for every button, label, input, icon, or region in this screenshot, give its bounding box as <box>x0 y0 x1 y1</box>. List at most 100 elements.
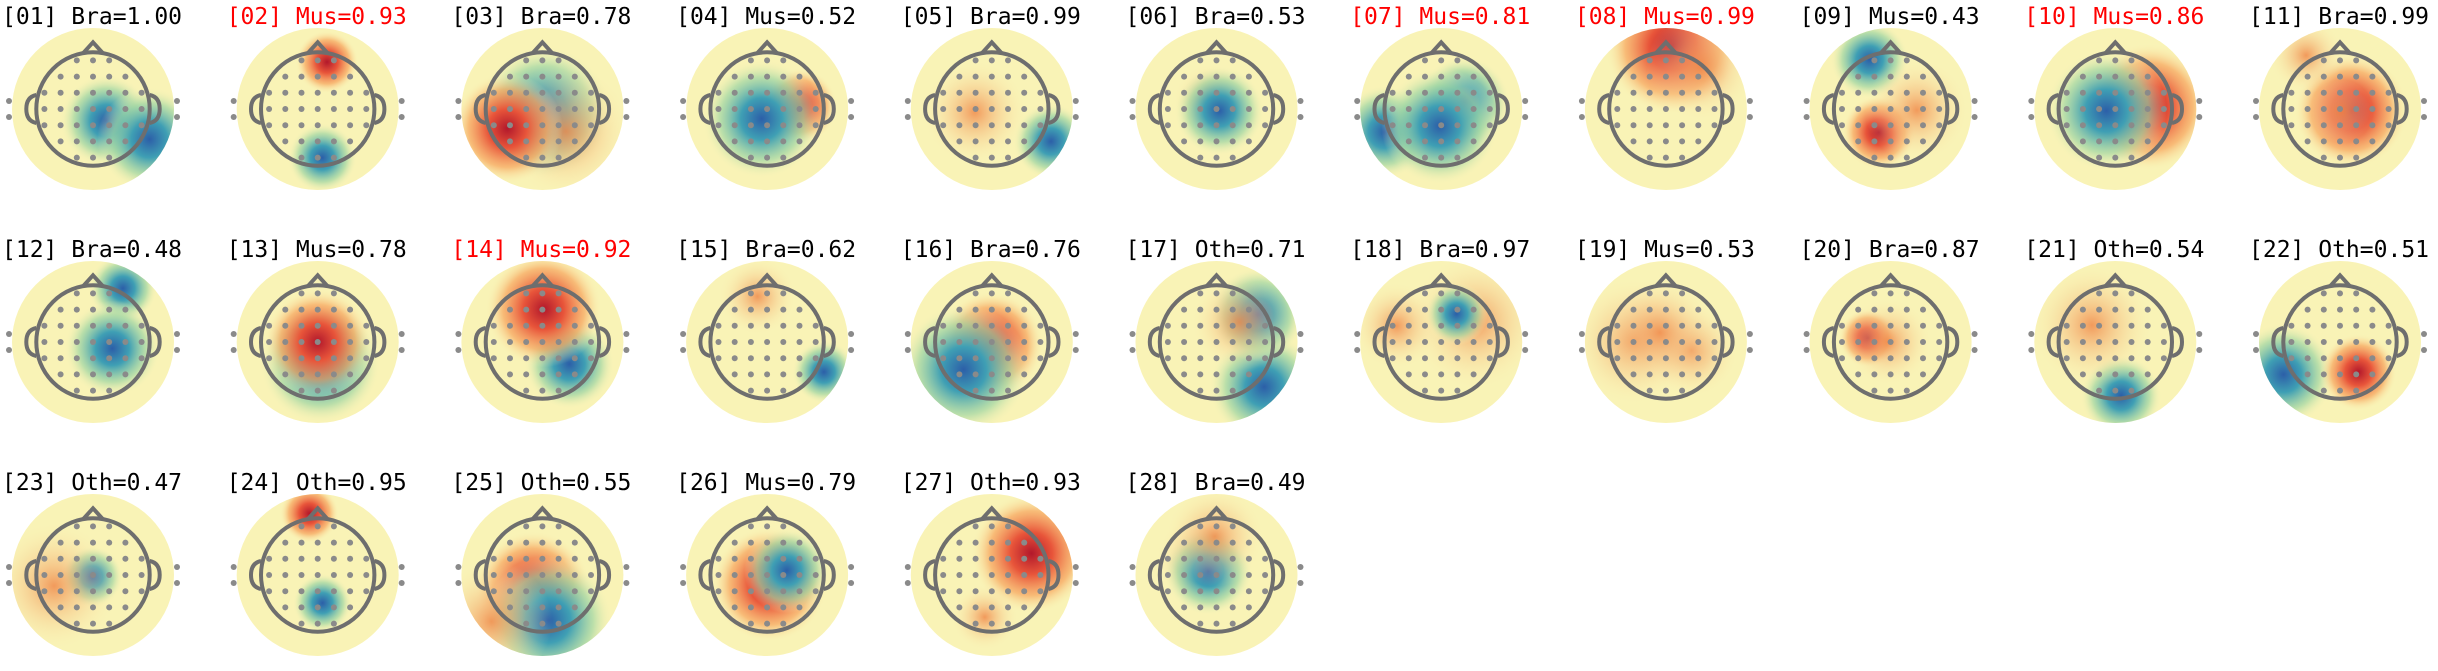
electrode <box>6 114 12 120</box>
electrode <box>1871 138 1878 145</box>
ear <box>373 326 387 358</box>
electrode <box>972 555 979 562</box>
electrode <box>764 588 771 595</box>
electrode <box>2304 89 2311 96</box>
electrode <box>2288 106 2295 112</box>
nose <box>1205 272 1228 288</box>
electrode <box>1021 339 1028 345</box>
electrode <box>122 339 129 345</box>
electrode <box>1839 106 1845 112</box>
electrode <box>2288 89 2295 96</box>
ear <box>1497 326 1510 358</box>
electrode <box>2337 306 2343 313</box>
electrode <box>1454 106 1461 112</box>
electrode <box>314 572 321 578</box>
electrode <box>972 322 979 329</box>
electrode <box>330 138 337 145</box>
electrode <box>940 89 947 96</box>
electrode <box>2253 114 2259 120</box>
electrode <box>1855 122 1862 129</box>
electrode <box>1297 580 1304 586</box>
electrode <box>1037 555 1044 562</box>
electrode <box>2253 331 2259 337</box>
electrode <box>1129 98 1136 104</box>
head-outline <box>34 283 152 401</box>
nose <box>1879 39 1903 55</box>
electrode <box>2196 331 2203 337</box>
electrode <box>1630 122 1637 129</box>
electrode <box>1021 306 1028 313</box>
electrode <box>174 347 180 353</box>
electrode <box>2320 138 2327 145</box>
electrode <box>1262 588 1269 595</box>
electrode <box>1746 98 1753 104</box>
electrode <box>90 620 96 627</box>
electrode <box>507 339 513 345</box>
electrode <box>680 564 687 570</box>
electrode <box>1181 588 1188 595</box>
electrode <box>555 604 562 611</box>
electrode <box>539 306 546 313</box>
electrode <box>539 57 546 64</box>
electrode <box>1903 57 1910 64</box>
electrode <box>1229 572 1236 578</box>
electrode <box>298 371 305 378</box>
electrode <box>764 572 771 578</box>
electrode <box>1679 339 1686 345</box>
electrode <box>1871 73 1878 80</box>
electrode <box>1422 106 1428 112</box>
electrode <box>1229 387 1236 394</box>
electrode <box>1920 371 1926 378</box>
electrode <box>1454 154 1461 161</box>
electrode <box>972 290 979 297</box>
electrode <box>2337 387 2343 394</box>
electrode <box>972 138 979 145</box>
electrode <box>298 588 305 595</box>
electrode <box>715 106 722 112</box>
electrode <box>1245 306 1252 313</box>
electrode <box>764 106 771 112</box>
component-label: [18] Bra=0.97 <box>1350 237 1530 263</box>
electrode <box>731 322 738 329</box>
electrode <box>2369 322 2376 329</box>
electrode <box>523 387 530 394</box>
electrode <box>1164 89 1171 96</box>
electrode <box>1213 523 1220 530</box>
electrode <box>1197 588 1204 595</box>
electrode <box>812 588 819 595</box>
electrode <box>2096 306 2103 313</box>
electrode <box>523 154 530 161</box>
electrode <box>1181 555 1188 562</box>
electrode <box>812 106 819 112</box>
electrode <box>2196 98 2203 104</box>
electrode <box>330 290 337 297</box>
electrode <box>1245 371 1252 378</box>
electrode <box>539 89 546 96</box>
ear <box>1047 326 1061 358</box>
electrode <box>2320 355 2327 362</box>
electrode <box>41 555 48 562</box>
electrode <box>73 89 80 96</box>
electrode <box>90 154 96 161</box>
electrode <box>314 555 321 562</box>
electrode <box>1871 154 1878 161</box>
electrode <box>314 322 321 329</box>
component-label: [22] Oth=0.51 <box>2249 237 2429 263</box>
electrode <box>1021 89 1028 96</box>
electrode <box>1072 114 1079 120</box>
electrode <box>1522 347 1529 353</box>
electrode <box>1197 106 1204 112</box>
electrode <box>731 89 738 96</box>
electrode <box>1245 122 1252 129</box>
electrode <box>1229 57 1236 64</box>
electrode <box>1646 138 1653 145</box>
topomap-panel: [01] Bra=1.00 <box>2 4 182 190</box>
head-outline <box>259 516 377 634</box>
electrode <box>747 106 754 112</box>
electrode <box>1903 355 1910 362</box>
electrode <box>764 122 771 129</box>
electrode <box>1855 73 1862 80</box>
electrode <box>282 106 289 112</box>
electrode <box>796 89 803 96</box>
electrode <box>1229 555 1236 562</box>
